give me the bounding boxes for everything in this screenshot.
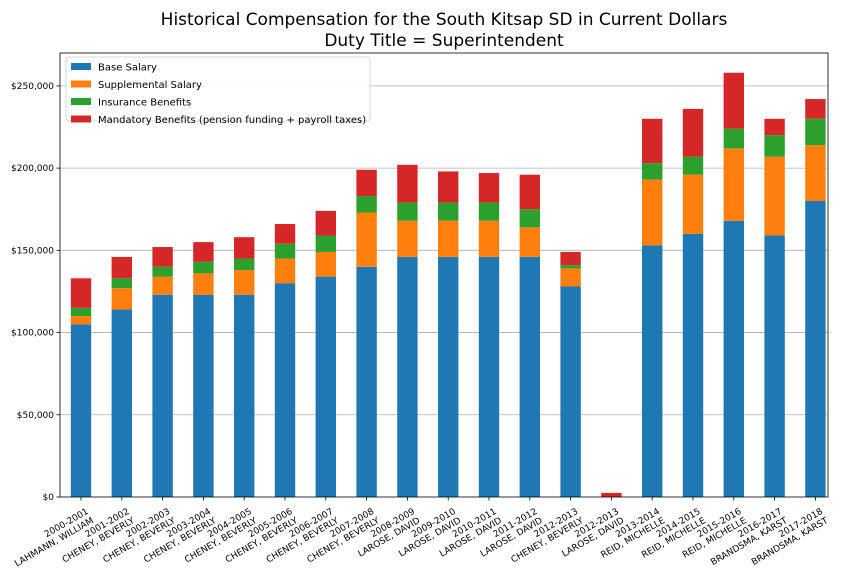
bar-segment-mandatory-benefits-pension-funding-payroll-taxes (70, 278, 92, 308)
bar-segment-mandatory-benefits-pension-funding-payroll-taxes (642, 118, 663, 164)
x-axis: 2000-2001LAHMANN, WILLIAM2001-2002CHENEY… (8, 497, 831, 569)
bar-segment-insurance-benefits (682, 156, 704, 175)
bar-segment-supplemental-salary (438, 220, 459, 257)
bar-segment-insurance-benefits (805, 118, 826, 146)
bar-segment-base-salary (519, 256, 540, 497)
legend-label: Mandatory Benefits (pension funding + pa… (98, 115, 366, 126)
bar-segment-insurance-benefits (356, 196, 377, 213)
y-tick-label: $250,000 (11, 82, 54, 92)
bar-segment-supplemental-salary (642, 179, 663, 246)
bar-segment-mandatory-benefits-pension-funding-payroll-taxes (397, 164, 418, 203)
bar-segment-insurance-benefits (560, 265, 581, 269)
bar-segment-supplemental-salary (682, 174, 704, 234)
y-axis: $0 $50,000 $100,000 $150,000 $200,000 $250,00… (11, 82, 60, 503)
bar-segment-insurance-benefits (234, 258, 255, 271)
chart-title: Historical Compensation for the South Ki… (161, 10, 728, 30)
legend-label: Supplemental Salary (98, 80, 202, 91)
legend-swatch (71, 98, 91, 105)
y-tick-label: $150,000 (11, 246, 54, 256)
bar-segment-insurance-benefits (519, 209, 540, 228)
bar-segment-supplemental-salary (356, 212, 377, 267)
bar-segment-mandatory-benefits-pension-funding-payroll-taxes (438, 171, 459, 203)
bar-segment-supplemental-salary (70, 316, 92, 325)
bar-segment-insurance-benefits (438, 202, 459, 221)
bar-segment-supplemental-salary (560, 268, 581, 287)
y-tick-label: $0 (43, 493, 55, 503)
bar-segment-insurance-benefits (193, 261, 214, 274)
bar-segment-mandatory-benefits-pension-funding-payroll-taxes (193, 242, 214, 262)
legend: Base Salary Supplemental Salary Insurance … (65, 56, 371, 126)
bar-segment-insurance-benefits (478, 202, 500, 221)
legend-label: Base Salary (98, 63, 157, 74)
bar-segment-mandatory-benefits-pension-funding-payroll-taxes (356, 169, 377, 197)
y-tick-label: $100,000 (11, 329, 54, 339)
bar-segment-supplemental-salary (397, 220, 418, 257)
bar-segment-supplemental-salary (478, 220, 500, 257)
bar-segment-mandatory-benefits-pension-funding-payroll-taxes (274, 224, 296, 244)
bar-segment-insurance-benefits (111, 278, 132, 289)
y-tick-label: $50,000 (17, 411, 54, 421)
bar-segment-supplemental-salary (519, 227, 540, 257)
bar-segment-mandatory-benefits-pension-funding-payroll-taxes (764, 118, 785, 136)
bar-segment-base-salary (234, 294, 255, 497)
bar-segment-base-salary (478, 256, 500, 497)
bar-segment-mandatory-benefits-pension-funding-payroll-taxes (478, 173, 500, 203)
bar-segment-supplemental-salary (193, 273, 214, 295)
bar-segment-insurance-benefits (152, 266, 173, 277)
bar-segment-supplemental-salary (315, 251, 336, 277)
legend-label: Insurance Benefits (98, 98, 191, 109)
bar-segment-mandatory-benefits-pension-funding-payroll-taxes (601, 492, 622, 497)
bar-segment-supplemental-salary (723, 148, 744, 221)
bar-segment-base-salary (193, 294, 214, 497)
bar-segment-base-salary (356, 266, 377, 497)
bar-segment-mandatory-benefits-pension-funding-payroll-taxes (805, 99, 826, 119)
bar-segment-insurance-benefits (764, 135, 785, 157)
bar-segment-base-salary (560, 286, 581, 497)
x-tick-label: 2000-2001LAHMANN, WILLIAM (8, 507, 96, 569)
chart-subtitle: Duty Title = Superintendent (324, 31, 564, 51)
bar-segment-base-salary (315, 276, 336, 497)
bar-segment-supplemental-salary (274, 258, 296, 284)
bars (70, 72, 826, 498)
bar-segment-base-salary (805, 201, 826, 497)
bar-segment-mandatory-benefits-pension-funding-payroll-taxes (111, 256, 132, 279)
bar-segment-mandatory-benefits-pension-funding-payroll-taxes (682, 108, 704, 157)
bar-segment-base-salary (723, 220, 744, 498)
bar-segment-insurance-benefits (70, 307, 92, 317)
bar-segment-supplemental-salary (234, 270, 255, 295)
legend-box (65, 56, 371, 122)
bar-segment-mandatory-benefits-pension-funding-payroll-taxes (152, 247, 173, 267)
bar-segment-base-salary (642, 245, 663, 497)
bar-segment-base-salary (70, 324, 92, 497)
bar-segment-base-salary (682, 233, 704, 497)
bar-segment-supplemental-salary (764, 156, 785, 236)
bar-segment-insurance-benefits (723, 128, 744, 149)
bar-segment-base-salary (438, 256, 459, 497)
plot-area-frame (59, 52, 829, 498)
bar-segment-mandatory-benefits-pension-funding-payroll-taxes (560, 251, 581, 266)
bar-segment-mandatory-benefits-pension-funding-payroll-taxes (519, 174, 540, 210)
bar-segment-mandatory-benefits-pension-funding-payroll-taxes (315, 210, 336, 236)
legend-swatch (71, 80, 91, 88)
bar-segment-insurance-benefits (397, 202, 418, 221)
bar-segment-supplemental-salary (805, 145, 826, 201)
bar-segment-base-salary (152, 294, 173, 497)
bar-segment-insurance-benefits (274, 243, 296, 259)
bar-segment-mandatory-benefits-pension-funding-payroll-taxes (723, 72, 744, 129)
bar-segment-supplemental-salary (152, 276, 173, 295)
bar-segment-base-salary (111, 309, 132, 497)
legend-swatch (71, 115, 91, 123)
bar-segment-supplemental-salary (111, 288, 132, 310)
bar-segment-mandatory-benefits-pension-funding-payroll-taxes (234, 237, 255, 259)
bar-segment-base-salary (274, 283, 296, 497)
bar-segment-insurance-benefits (315, 235, 336, 252)
legend-swatch (71, 63, 91, 70)
bar-segment-insurance-benefits (642, 163, 663, 180)
y-tick-label: $200,000 (11, 164, 54, 174)
bar-segment-base-salary (764, 235, 785, 497)
bar-segment-base-salary (397, 256, 418, 497)
